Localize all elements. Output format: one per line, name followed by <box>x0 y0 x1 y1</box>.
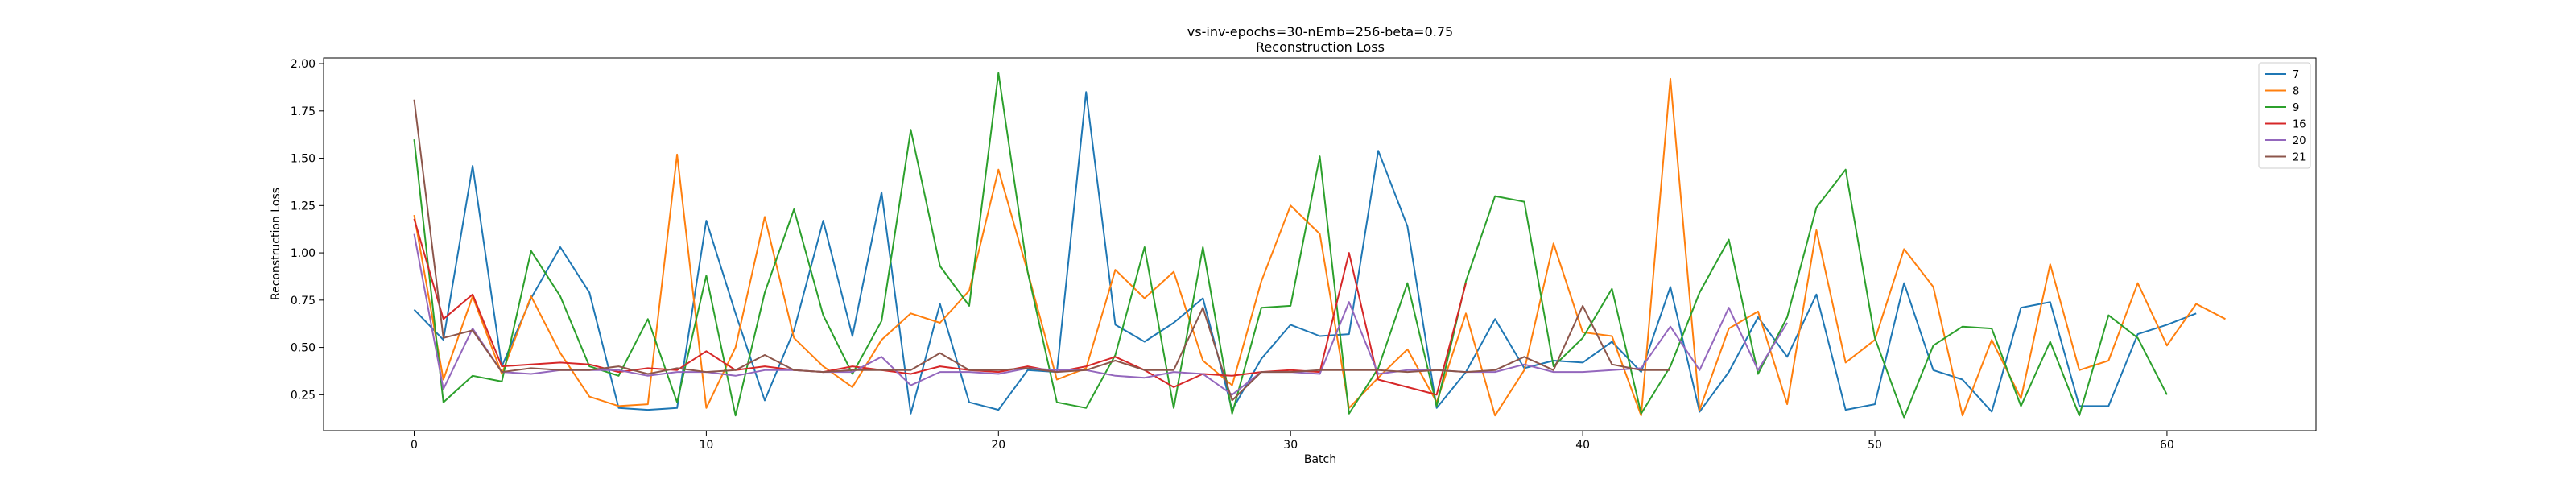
plot-frame <box>323 57 2317 431</box>
legend-box <box>2258 62 2311 169</box>
y-tick-label: 1.25 <box>291 200 316 213</box>
x-ticks: 0 10 20 30 40 50 60 <box>411 431 2174 452</box>
y-tick-label: 0.25 <box>291 389 316 402</box>
series-line-20 <box>413 233 1788 396</box>
series-line-21 <box>413 99 1670 402</box>
y-axis-label: Reconstruction Loss <box>270 188 283 300</box>
y-tick-label: 1.00 <box>291 247 316 260</box>
series-line-9 <box>413 72 2168 419</box>
y-tick-label: 0.75 <box>291 295 316 308</box>
legend: 7 8 9 16 20 21 <box>2258 62 2311 169</box>
series-line-7 <box>413 91 2197 415</box>
y-ticks: 0.25 0.50 0.75 1.00 1.25 1.50 1.75 2.00 <box>291 58 324 402</box>
series-line-16 <box>413 218 1467 396</box>
legend-label-7: 7 <box>2293 69 2299 81</box>
chart-subtitle: Reconstruction Loss <box>1256 39 1385 55</box>
legend-label-20: 20 <box>2293 135 2306 147</box>
y-tick-label: 0.50 <box>291 342 316 355</box>
chart-title: vs-inv-epochs=30-nEmb=256-beta=0.75 <box>1187 24 1453 39</box>
legend-label-16: 16 <box>2293 119 2306 131</box>
y-tick-label: 1.50 <box>291 153 316 166</box>
y-tick-label: 2.00 <box>291 58 316 71</box>
x-axis-label: Batch <box>1304 453 1336 466</box>
x-tick-label: 20 <box>991 439 1005 452</box>
x-tick-label: 30 <box>1283 439 1298 452</box>
y-tick-label: 1.75 <box>291 105 316 118</box>
x-tick-label: 10 <box>699 439 713 452</box>
x-tick-label: 50 <box>1868 439 1882 452</box>
x-tick-label: 0 <box>411 439 418 452</box>
legend-label-8: 8 <box>2293 86 2299 98</box>
legend-label-9: 9 <box>2293 102 2299 114</box>
plot-lines <box>413 72 2226 419</box>
legend-label-21: 21 <box>2293 152 2306 164</box>
x-tick-label: 60 <box>2160 439 2174 452</box>
x-tick-label: 40 <box>1575 439 1590 452</box>
series-line-8 <box>413 77 2226 417</box>
